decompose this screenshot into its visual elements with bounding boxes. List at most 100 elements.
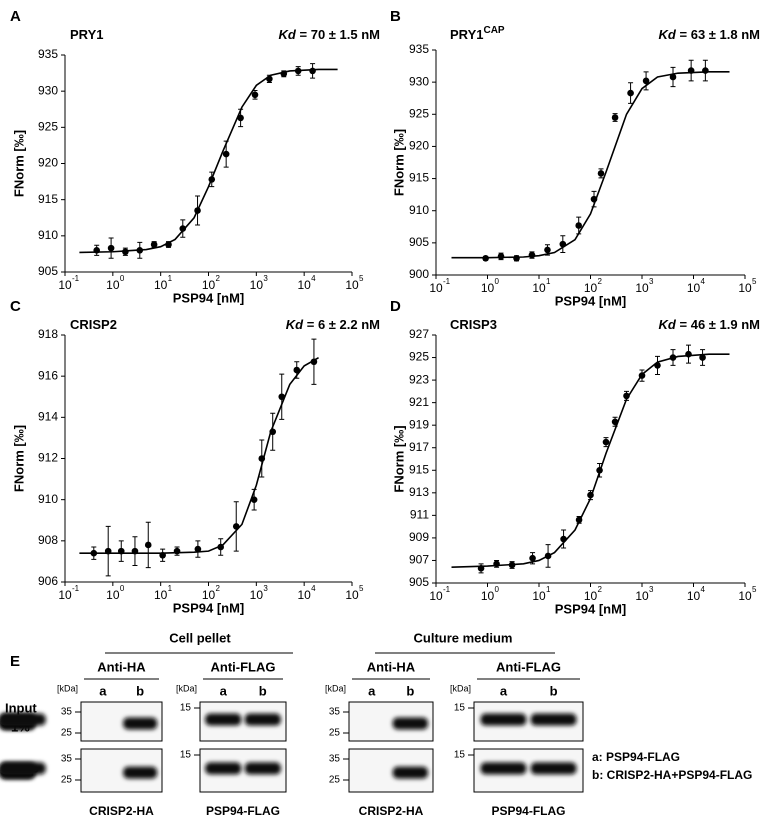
x-tick-label: 10 [584, 281, 598, 295]
marker-label: 35 [61, 707, 73, 718]
y-axis-label: FNorm [‰] [391, 425, 406, 492]
antibody-label: Anti-FLAG [496, 659, 561, 674]
x-tick-exponent: 0 [495, 585, 500, 594]
data-point [560, 535, 567, 543]
y-tick-label: 915 [38, 192, 58, 206]
data-point [93, 247, 101, 254]
y-tick-label: 907 [409, 553, 429, 567]
legend-entry: a: PSP94-FLAG [592, 750, 680, 764]
lane-label: a [99, 683, 107, 698]
title-text: PRY1 [70, 27, 103, 42]
kd-value: = 70 ± 1.5 nM [300, 27, 380, 42]
fit-curve [451, 71, 730, 259]
title-superscript: CAP [483, 25, 504, 36]
x-tick-label: 10 [532, 589, 546, 603]
x-tick-label: 10 [687, 281, 701, 295]
x-tick-exponent: 5 [359, 274, 364, 283]
y-tick-label: 927 [409, 327, 429, 341]
protein-band [480, 762, 527, 775]
y-tick-label: 930 [38, 83, 58, 97]
x-tick-exponent: 2 [598, 277, 603, 286]
data-point [150, 241, 158, 248]
marker-label: 15 [180, 703, 192, 714]
y-tick-label: 925 [409, 106, 429, 120]
x-tick-exponent: 5 [359, 584, 364, 593]
data-point [107, 244, 115, 252]
data-point [222, 150, 230, 158]
y-tick-label: 910 [38, 492, 58, 506]
data-point [266, 75, 273, 83]
data-point [493, 560, 500, 568]
kd-value: = 6 ± 2.2 nM [307, 317, 380, 332]
data-point [217, 543, 225, 551]
data-point [293, 366, 301, 374]
y-tick-label: 930 [409, 74, 429, 88]
protein-band [123, 717, 158, 730]
data-point [310, 358, 318, 366]
kd-annotation: Kd = 63 ± 1.8 nM [659, 27, 760, 42]
y-axis-label: FNorm [‰] [391, 129, 406, 196]
data-point [575, 516, 583, 524]
lane-label: b [259, 683, 267, 698]
data-point [208, 176, 216, 183]
panel-letter: B [390, 8, 401, 25]
data-point [602, 438, 610, 446]
data-point [544, 552, 552, 560]
kd-value: = 46 ± 1.9 nM [680, 317, 760, 332]
protein-band [480, 713, 527, 726]
data-point [699, 354, 706, 361]
protein-band [244, 713, 281, 726]
x-tick-exponent: 1 [168, 274, 173, 283]
y-tick-label: 918 [38, 327, 58, 341]
data-point [165, 241, 172, 248]
x-tick-exponent: 4 [311, 584, 316, 593]
data-point [194, 545, 202, 553]
protein-band [0, 713, 46, 726]
data-point [611, 418, 619, 426]
x-tick-label: 10 [429, 589, 443, 603]
protein-band [205, 713, 242, 726]
y-tick-label: 920 [409, 139, 429, 153]
x-tick-label: 10 [250, 588, 264, 602]
marker-label: 15 [180, 750, 192, 761]
fit-curve [451, 353, 730, 569]
y-tick-label: 935 [409, 42, 429, 56]
lane-label: a [368, 683, 376, 698]
y-axis-label: FNorm [‰] [11, 130, 26, 197]
data-point [144, 541, 152, 549]
data-point [587, 491, 594, 499]
data-point [173, 547, 181, 555]
x-tick-label: 10 [250, 278, 264, 292]
y-tick-label: 910 [38, 228, 58, 242]
x-tick-exponent: 5 [752, 277, 757, 286]
title-text: CRISP2 [70, 317, 117, 332]
x-tick-exponent: 2 [216, 584, 221, 593]
x-tick-label: 10 [106, 588, 120, 602]
marker-label: 25 [329, 775, 341, 786]
y-tick-label: 908 [38, 533, 58, 547]
x-tick-exponent: -1 [443, 585, 451, 594]
x-tick-label: 10 [297, 278, 311, 292]
blot-caption: PSP94-FLAG [491, 804, 565, 818]
data-point [122, 248, 129, 256]
marker-label: 35 [329, 754, 341, 765]
x-tick-label: 10 [584, 589, 598, 603]
y-tick-label: 905 [409, 575, 429, 589]
y-tick-label: 912 [38, 451, 58, 465]
x-tick-exponent: -1 [72, 584, 80, 593]
data-point [596, 466, 603, 474]
data-point [159, 551, 166, 559]
x-axis-label: PSP94 [nM] [555, 601, 627, 616]
x-tick-label: 10 [687, 589, 701, 603]
x-tick-label: 10 [58, 278, 72, 292]
blot-caption: PSP94-FLAG [206, 804, 280, 818]
x-tick-exponent: 5 [752, 585, 757, 594]
x-tick-exponent: 1 [168, 584, 173, 593]
group-title: Culture medium [414, 630, 513, 645]
marker-label: 25 [329, 728, 341, 739]
x-tick-exponent: 4 [701, 585, 706, 594]
data-point [669, 354, 677, 361]
lane-label: a [500, 683, 508, 698]
data-point [294, 67, 302, 75]
y-tick-label: 917 [409, 440, 429, 454]
